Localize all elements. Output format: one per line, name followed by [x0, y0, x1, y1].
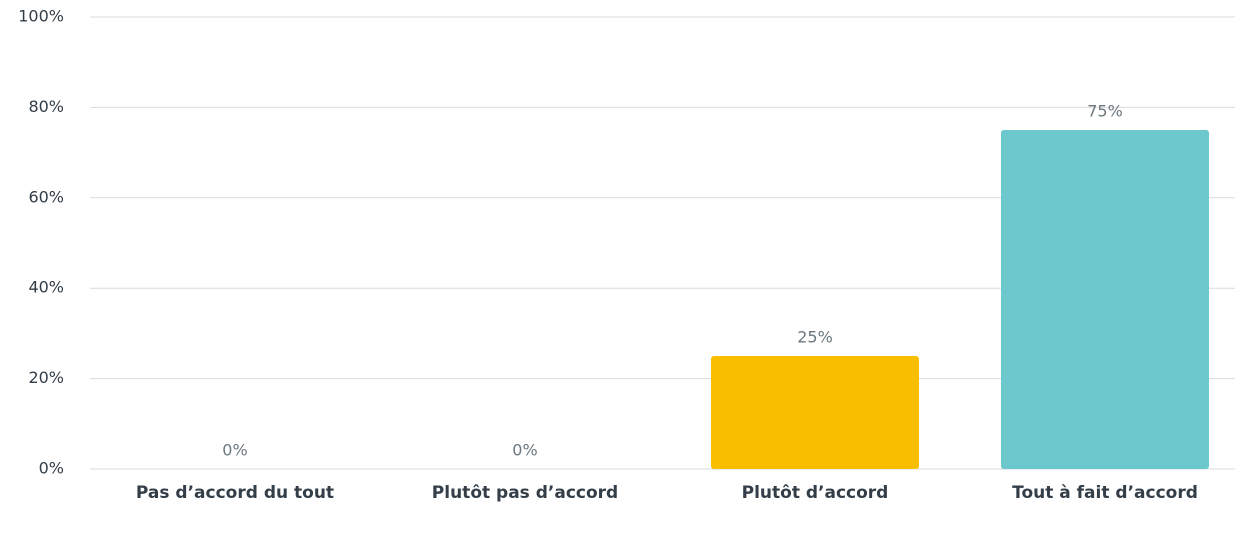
bar: [711, 356, 919, 469]
y-tick-label: 0%: [39, 459, 64, 478]
x-tick-label: Plutôt d’accord: [742, 483, 889, 503]
y-tick-label: 40%: [28, 278, 64, 297]
bar: [1001, 130, 1209, 469]
value-label: 75%: [1087, 102, 1123, 121]
value-label: 0%: [222, 441, 247, 460]
y-tick-label: 80%: [28, 97, 64, 116]
x-tick-label: Plutôt pas d’accord: [432, 483, 618, 503]
value-label: 25%: [797, 328, 833, 347]
x-tick-label: Tout à fait d’accord: [1012, 483, 1198, 503]
x-tick-label: Pas d’accord du tout: [136, 483, 334, 503]
y-tick-label: 100%: [18, 7, 64, 26]
y-tick-label: 20%: [28, 368, 64, 387]
y-tick-label: 60%: [28, 187, 64, 206]
value-label: 0%: [512, 441, 537, 460]
